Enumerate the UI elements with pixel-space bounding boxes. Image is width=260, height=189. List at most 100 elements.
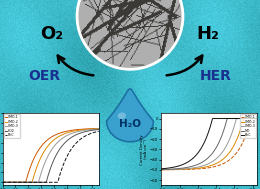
IrO2 [58, 148, 61, 150]
CMO-1 [60, 131, 63, 134]
CMO-2 [160, 169, 163, 171]
MO [217, 142, 220, 145]
CMO-2 [242, 117, 245, 120]
Pt/C [88, 133, 91, 135]
CMO-3 [58, 139, 61, 141]
Pt/C [1, 181, 4, 183]
Pt/C [219, 117, 222, 120]
CMO-1 [160, 169, 163, 171]
Polygon shape [107, 89, 153, 142]
CMO-3 [217, 156, 220, 158]
Text: OER: OER [28, 69, 60, 83]
CMO-1 [1, 181, 4, 183]
CMO-3 [235, 117, 238, 120]
Line: CMO-2: CMO-2 [3, 129, 99, 182]
CMO-1 [218, 164, 222, 166]
MO [217, 143, 220, 145]
CMO-3 [58, 139, 61, 142]
Text: O₂: O₂ [41, 25, 63, 43]
Line: IrO2: IrO2 [3, 129, 99, 182]
CMO-2 [217, 161, 220, 163]
Pt/C [217, 117, 220, 120]
Pt/C [1, 181, 4, 183]
Line: CMO-3: CMO-3 [3, 129, 99, 182]
Pt/C [58, 175, 61, 177]
Pt/C [160, 168, 163, 170]
IrO2 [88, 130, 91, 132]
CMO-3 [1, 181, 4, 183]
CMO-1 [1, 181, 4, 183]
CMO-1 [88, 128, 91, 130]
CMO-3 [247, 117, 250, 120]
CMO-1 [58, 132, 61, 134]
MO [247, 117, 250, 120]
CMO-1 [160, 169, 163, 171]
IrO2 [58, 148, 61, 150]
Line: MO: MO [161, 119, 257, 170]
CMO-1 [256, 117, 259, 120]
CMO-1 [217, 164, 220, 167]
CMO-1 [247, 127, 250, 129]
IrO2 [1, 181, 4, 183]
Pt/C [97, 130, 100, 132]
CMO-3 [217, 156, 220, 158]
CMO-2 [160, 169, 163, 171]
CMO-2 [218, 160, 222, 163]
MO [256, 117, 259, 120]
CMO-1 [241, 142, 244, 145]
CMO-2 [58, 135, 61, 137]
Line: CMO-1: CMO-1 [3, 129, 99, 182]
Line: CMO-3: CMO-3 [161, 119, 257, 170]
MO [226, 117, 229, 120]
Text: H₂: H₂ [197, 25, 219, 43]
CMO-3 [1, 181, 4, 183]
Pt/C [58, 174, 61, 176]
Line: CMO-1: CMO-1 [161, 119, 257, 170]
IrO2 [1, 181, 4, 183]
Pt/C [160, 168, 163, 170]
CMO-3 [60, 138, 63, 140]
CMO-2 [247, 117, 250, 120]
CMO-1 [58, 132, 61, 134]
MO [218, 139, 222, 141]
Pt/C [256, 117, 259, 120]
CMO-1 [97, 127, 100, 130]
Pt/C [247, 117, 250, 120]
Pt/C [60, 169, 63, 171]
CMO-2 [217, 161, 220, 164]
Pt/C [82, 136, 85, 138]
Line: Pt/C: Pt/C [161, 119, 257, 169]
Text: HER: HER [200, 69, 232, 83]
CMO-3 [241, 117, 244, 120]
MO [160, 168, 163, 171]
MO [160, 168, 163, 171]
Pt/C [217, 117, 220, 120]
CMO-2 [88, 128, 91, 130]
Text: H₂O: H₂O [119, 119, 141, 129]
CMO-3 [256, 117, 259, 120]
CMO-3 [97, 128, 100, 130]
CMO-2 [82, 129, 85, 131]
Legend: CMO-1, CMO-2, CMO-3, MO, Pt/C: CMO-1, CMO-2, CMO-3, MO, Pt/C [240, 114, 256, 138]
Line: Pt/C: Pt/C [3, 131, 99, 182]
CMO-2 [256, 117, 259, 120]
Pt/C [211, 117, 214, 120]
Line: CMO-2: CMO-2 [161, 119, 257, 170]
CMO-3 [160, 169, 163, 171]
CMO-1 [217, 164, 220, 167]
CMO-2 [58, 135, 61, 137]
Ellipse shape [118, 112, 126, 119]
CMO-2 [1, 181, 4, 183]
Pt/C [241, 117, 244, 120]
IrO2 [82, 131, 85, 133]
CMO-1 [250, 117, 253, 120]
CMO-1 [82, 128, 85, 130]
CMO-3 [88, 129, 91, 131]
CMO-2 [60, 134, 63, 136]
Y-axis label: Current Density
(mA cm⁻²): Current Density (mA cm⁻²) [140, 134, 148, 165]
Legend: CMO-1, CMO-2, CMO-3, IrO2, Pt/C: CMO-1, CMO-2, CMO-3, IrO2, Pt/C [4, 114, 20, 138]
CMO-3 [218, 154, 222, 156]
IrO2 [97, 128, 100, 131]
CMO-3 [160, 169, 163, 171]
CMO-2 [97, 128, 100, 130]
